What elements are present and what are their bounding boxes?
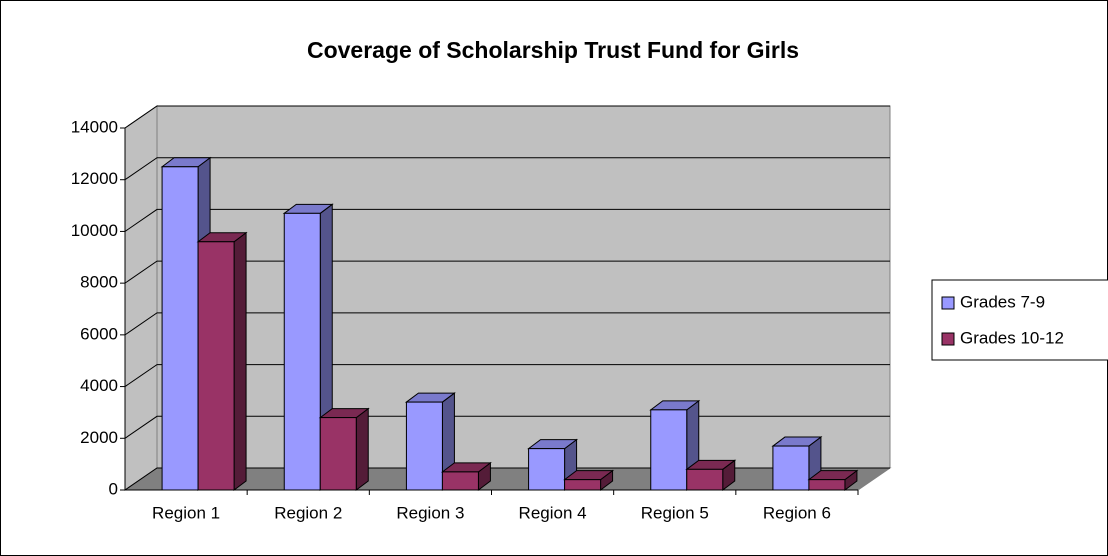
grid-line xyxy=(124,467,890,491)
legend-swatch xyxy=(941,296,955,310)
bar xyxy=(319,417,357,491)
y-tick-label: 2000 xyxy=(80,428,118,447)
grid-line xyxy=(124,415,890,439)
bar xyxy=(772,445,810,491)
x-tick-label: Region 6 xyxy=(763,503,831,522)
y-tick-label: 8000 xyxy=(80,273,118,292)
y-tick-label: 14000 xyxy=(71,117,118,136)
bar xyxy=(528,448,566,491)
bar xyxy=(283,212,321,491)
bar-side xyxy=(233,231,247,491)
bar xyxy=(441,471,479,491)
legend-label: Grades 7-9 xyxy=(960,292,1045,311)
x-tick-label: Region 3 xyxy=(396,503,464,522)
bar xyxy=(808,479,846,491)
chart-title: Coverage of Scholarship Trust Fund for G… xyxy=(307,37,799,63)
grid-line xyxy=(124,157,890,181)
x-tick-label: Region 1 xyxy=(152,503,220,522)
bar xyxy=(564,479,602,491)
bar-side xyxy=(355,407,369,491)
grid-line xyxy=(124,208,890,232)
x-tick-label: Region 2 xyxy=(274,503,342,522)
y-tick-label: 0 xyxy=(109,479,118,498)
grid-line xyxy=(124,364,890,387)
y-tick-label: 4000 xyxy=(80,376,118,395)
bar xyxy=(161,166,199,491)
y-tick-label: 6000 xyxy=(80,324,118,343)
y-tick-label: 10000 xyxy=(71,221,118,240)
bar xyxy=(197,241,235,491)
bar xyxy=(405,401,443,491)
bar xyxy=(650,409,688,491)
legend-box xyxy=(931,279,1108,361)
grid-line xyxy=(124,312,890,336)
side-wall xyxy=(124,105,158,491)
legend-label: Grades 10-12 xyxy=(960,328,1064,347)
x-tick-label: Region 5 xyxy=(641,503,709,522)
y-tick-label: 12000 xyxy=(71,169,118,188)
grid-line xyxy=(124,105,890,129)
bar xyxy=(686,468,724,491)
grid-line xyxy=(124,260,890,284)
back-wall xyxy=(156,105,891,469)
legend-swatch xyxy=(941,332,955,346)
x-tick-label: Region 4 xyxy=(519,503,587,522)
